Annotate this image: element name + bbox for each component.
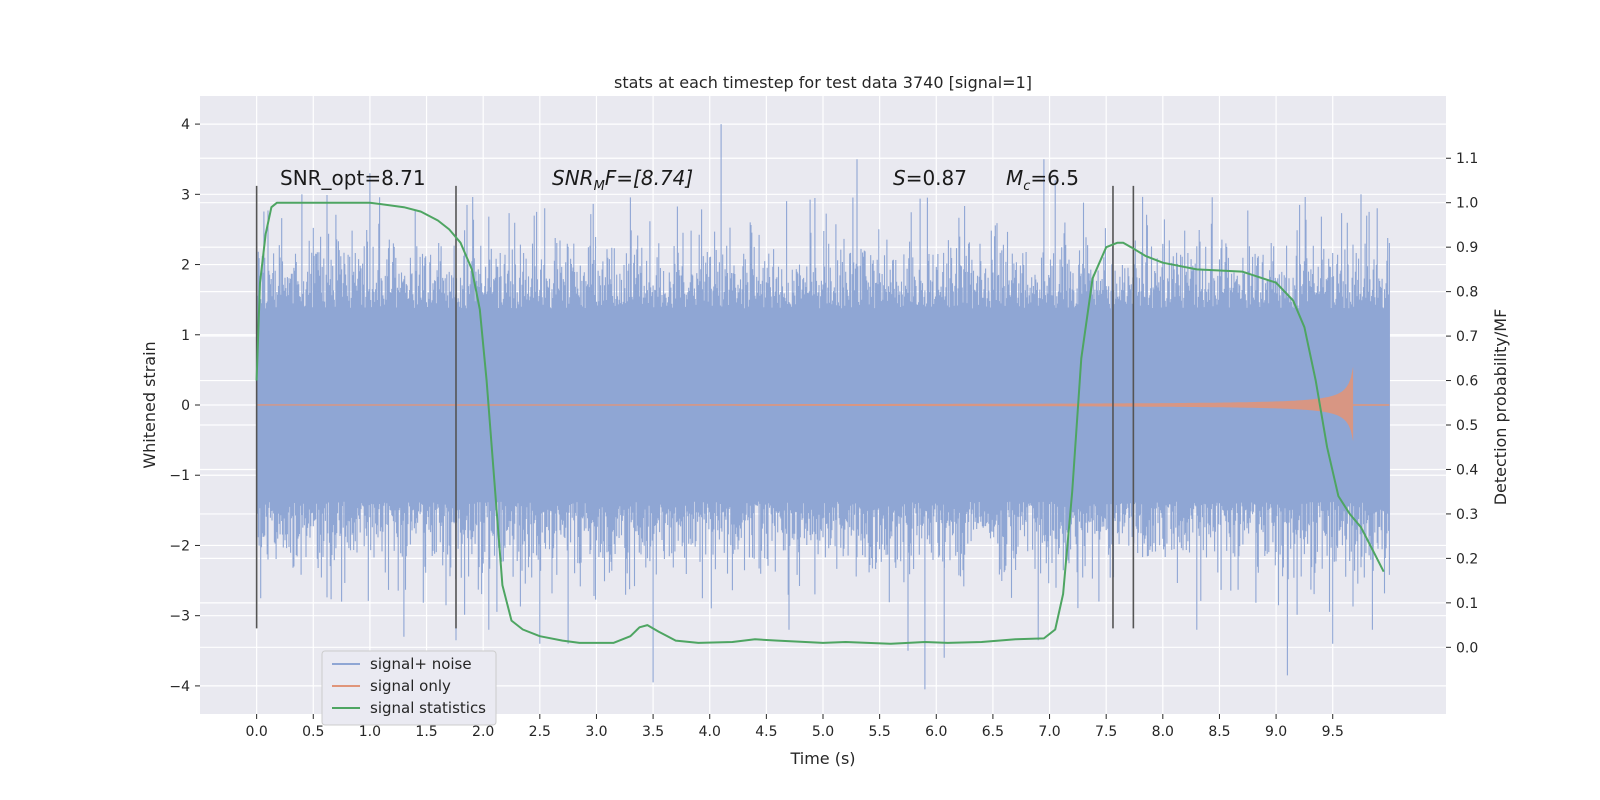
annotation-snr-opt: SNR_opt=8.71 bbox=[280, 166, 426, 190]
y-right-tick-label: 0.8 bbox=[1456, 285, 1478, 301]
annotation-mc: Mc=6.5 bbox=[1006, 166, 1079, 194]
y-right-tick-label: 1.0 bbox=[1456, 196, 1478, 212]
annotation-s: S=0.87 bbox=[893, 166, 967, 190]
axis-ticks: 0.0 0.5 1.0 1.5 2.0 2.5 3.0 3.5 4.0 4.5 5.0 5.5 6.0 6… bbox=[169, 117, 1478, 740]
y-tick-label: 4 bbox=[181, 117, 190, 133]
x-tick-label: 5.0 bbox=[812, 724, 834, 740]
x-tick-label: 6.5 bbox=[982, 724, 1004, 740]
x-tick-label: 1.0 bbox=[359, 724, 381, 740]
x-tick-label: 4.0 bbox=[699, 724, 721, 740]
y-right-tick-label: 0.2 bbox=[1456, 551, 1478, 567]
y-right-tick-label: 1.1 bbox=[1456, 151, 1478, 167]
x-tick-label: 4.5 bbox=[755, 724, 777, 740]
x-tick-label: 5.5 bbox=[869, 724, 891, 740]
y-tick-label: 2 bbox=[181, 258, 190, 274]
annotation-snr-mf: SNRMF=[8.74] bbox=[552, 166, 693, 194]
series-signal-statistics bbox=[255, 201, 1385, 645]
y-right-tick-label: 0.6 bbox=[1456, 374, 1478, 390]
legend: signal+ noise signal only signal statist… bbox=[321, 650, 497, 726]
x-tick-label: 1.5 bbox=[415, 724, 437, 740]
x-tick-label: 3.5 bbox=[642, 724, 664, 740]
y-tick-label: 0 bbox=[181, 398, 190, 414]
x-tick-label: 3.0 bbox=[585, 724, 607, 740]
x-tick-label: 8.0 bbox=[1152, 724, 1174, 740]
signal-statistics-line bbox=[255, 201, 1385, 645]
y-tick-label: −4 bbox=[169, 679, 190, 695]
legend-label-noise: signal+ noise bbox=[370, 655, 472, 673]
y-tick-label: −3 bbox=[169, 609, 190, 625]
y-right-tick-label: 0.9 bbox=[1456, 240, 1478, 256]
x-tick-label: 8.5 bbox=[1208, 724, 1230, 740]
x-axis-label: Time (s) bbox=[789, 749, 855, 768]
y-right-tick-label: 0.1 bbox=[1456, 596, 1478, 612]
vertical-markers bbox=[255, 185, 1135, 629]
y-axis-label: Whitened strain bbox=[140, 341, 159, 468]
legend-box bbox=[321, 650, 497, 726]
x-tick-label: 7.5 bbox=[1095, 724, 1117, 740]
y-right-tick-label: 0.3 bbox=[1456, 507, 1478, 523]
x-tick-label: 9.0 bbox=[1265, 724, 1287, 740]
x-tick-label: 6.0 bbox=[925, 724, 947, 740]
y-tick-label: 1 bbox=[181, 328, 190, 344]
chart-title: stats at each timestep for test data 374… bbox=[614, 73, 1032, 92]
series-signal-only bbox=[256, 336, 1390, 470]
y-right-tick-label: 0.0 bbox=[1456, 640, 1478, 656]
y-axis-right-label: Detection probability/MF bbox=[1491, 309, 1510, 506]
x-tick-label: 2.0 bbox=[472, 724, 494, 740]
y-tick-label: 3 bbox=[181, 187, 190, 203]
x-tick-label: 0.5 bbox=[302, 724, 324, 740]
y-right-tick-label: 0.7 bbox=[1456, 329, 1478, 345]
x-tick-label: 0.0 bbox=[246, 724, 268, 740]
x-tick-label: 2.5 bbox=[529, 724, 551, 740]
y-tick-label: −2 bbox=[169, 538, 190, 554]
legend-label-stat: signal statistics bbox=[370, 699, 486, 717]
x-tick-label: 9.5 bbox=[1322, 724, 1344, 740]
legend-label-signal: signal only bbox=[370, 677, 451, 695]
y-tick-label: −1 bbox=[169, 468, 190, 484]
y-right-tick-label: 0.4 bbox=[1456, 462, 1478, 478]
x-tick-label: 7.0 bbox=[1038, 724, 1060, 740]
y-right-tick-label: 0.5 bbox=[1456, 418, 1478, 434]
